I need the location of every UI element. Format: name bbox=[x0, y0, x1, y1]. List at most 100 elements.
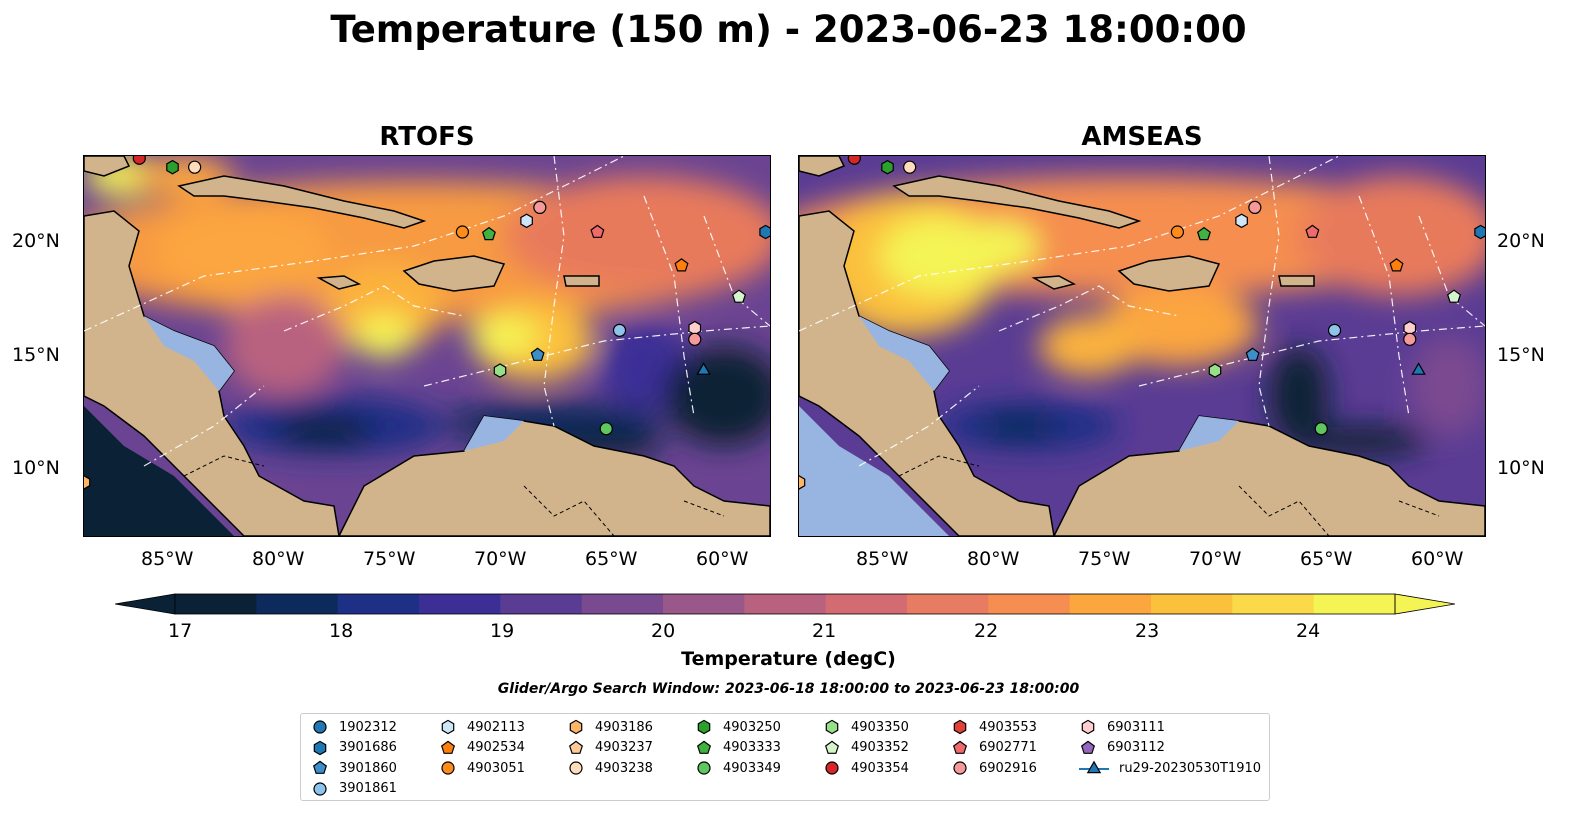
map-rtofs-svg bbox=[84, 156, 770, 536]
circle-marker-icon bbox=[953, 761, 967, 775]
float-marker-3901686-amseas bbox=[1474, 224, 1485, 240]
hexagon-marker-icon bbox=[441, 719, 455, 735]
legend-label: 4903186 bbox=[595, 719, 653, 735]
colorbar-segment bbox=[337, 594, 420, 614]
pentagon-marker-icon bbox=[1080, 740, 1096, 754]
colorbar-segment bbox=[256, 594, 339, 614]
colorbar-extend-high bbox=[1394, 593, 1455, 615]
circle-marker-icon bbox=[569, 761, 583, 775]
colorbar-segment bbox=[175, 594, 257, 614]
legend-item: 4903352 bbox=[823, 739, 909, 757]
pentagon-marker-icon bbox=[696, 740, 712, 754]
legend-label: 6903111 bbox=[1107, 719, 1165, 735]
float-marker-6902916-amseas bbox=[1403, 332, 1417, 346]
float-marker-4903186-amseas bbox=[799, 475, 806, 490]
float-marker-4903238-amseas bbox=[903, 160, 917, 174]
float-marker-4903349-rtofs bbox=[599, 422, 613, 436]
float-marker-6902771-amseas bbox=[1305, 224, 1320, 238]
hexagon-marker-icon bbox=[953, 719, 967, 735]
figure-title: Temperature (150 m) - 2023-06-23 18:00:0… bbox=[330, 8, 1247, 51]
map-panel-amseas bbox=[799, 156, 1485, 536]
lon-label-75w-amseas: 75°W bbox=[1078, 548, 1131, 570]
legend-item: 4902113 bbox=[439, 718, 525, 736]
legend-label: 1902312 bbox=[339, 719, 397, 735]
legend-label: 4903553 bbox=[979, 719, 1037, 735]
map-frame-rtofs bbox=[83, 155, 771, 537]
pentagon-marker-icon bbox=[440, 740, 456, 754]
legend-item: 4903186 bbox=[567, 718, 653, 736]
legend-label: 4903354 bbox=[851, 760, 909, 776]
panel-title-amseas: AMSEAS bbox=[1081, 122, 1203, 152]
legend-label: 4903349 bbox=[723, 760, 781, 776]
float-marker-4902534-rtofs bbox=[674, 258, 689, 272]
circle-marker-icon bbox=[441, 761, 455, 775]
float-marker-ru29-20230530T1910-rtofs bbox=[696, 362, 711, 375]
float-marker-3901860-amseas bbox=[1245, 347, 1260, 361]
legend-item: ru29-20230530T1910 bbox=[1079, 759, 1261, 777]
float-marker-4903352-rtofs bbox=[731, 289, 747, 303]
legend-item: 4903051 bbox=[439, 759, 525, 777]
colorbar-tick-21: 21 bbox=[812, 620, 837, 642]
circle-marker-icon bbox=[697, 761, 711, 775]
float-marker-4902113-rtofs bbox=[520, 213, 533, 229]
map-frame-amseas bbox=[798, 155, 1486, 537]
circle-marker-icon bbox=[825, 761, 839, 775]
legend-item: 6902771 bbox=[951, 739, 1037, 757]
float-marker-3901861-amseas bbox=[1327, 323, 1342, 337]
float-marker-4903238-rtofs bbox=[188, 160, 202, 174]
colorbar-segment bbox=[581, 594, 664, 614]
colorbar-tick-17: 17 bbox=[168, 620, 193, 642]
colorbar-segment bbox=[663, 594, 745, 614]
colorbar-tick-24: 24 bbox=[1296, 620, 1321, 642]
colorbar-tick-20: 20 bbox=[651, 620, 676, 642]
legend-item: 3901686 bbox=[311, 739, 397, 757]
lon-label-85w-rtofs: 85°W bbox=[141, 548, 194, 570]
float-marker-6902771-rtofs bbox=[590, 224, 605, 238]
triangle-marker-icon bbox=[1079, 760, 1109, 774]
colorbar-segment bbox=[1232, 594, 1315, 614]
panel-title-rtofs: RTOFS bbox=[379, 122, 475, 152]
legend-item: 4903333 bbox=[695, 739, 781, 757]
legend-item: 4903238 bbox=[567, 759, 653, 777]
colorbar-segment bbox=[1313, 594, 1396, 614]
circle-marker-icon bbox=[313, 781, 327, 796]
colorbar-segment bbox=[500, 594, 583, 614]
legend-item: 1902312 bbox=[311, 718, 397, 736]
float-marker-6902916-rtofs bbox=[688, 332, 702, 346]
circle-marker-icon bbox=[313, 720, 327, 734]
float-marker-4903349-amseas bbox=[1314, 422, 1328, 436]
colorbar-segment bbox=[988, 594, 1071, 614]
legend-label: 3901861 bbox=[339, 781, 397, 796]
legend-label: 6903112 bbox=[1107, 740, 1165, 755]
map-amseas-svg bbox=[799, 156, 1485, 536]
float-marker-4903333-amseas bbox=[1196, 226, 1211, 241]
float-marker-ru29-20230530T1910-amseas bbox=[1411, 362, 1426, 375]
pentagon-marker-icon bbox=[568, 740, 584, 754]
float-marker-4903186-rtofs bbox=[84, 475, 91, 490]
legend-label: 6902916 bbox=[979, 760, 1037, 776]
colorbar bbox=[115, 593, 1455, 615]
lon-label-85w-amseas: 85°W bbox=[856, 548, 909, 570]
float-marker-3901861-rtofs bbox=[612, 323, 627, 337]
float-marker-4903333-rtofs bbox=[481, 226, 496, 241]
float-marker-4903051-rtofs bbox=[455, 225, 470, 239]
legend-item: 6903111 bbox=[1079, 718, 1165, 736]
lon-label-60w-rtofs: 60°W bbox=[696, 548, 749, 570]
lon-label-70w-amseas: 70°W bbox=[1189, 548, 1242, 570]
colorbar-tick-22: 22 bbox=[974, 620, 999, 642]
hexagon-marker-icon bbox=[825, 719, 839, 735]
float-marker-4903354-amseas bbox=[847, 156, 861, 165]
lat-label-20n-right: 20°N bbox=[1497, 230, 1545, 252]
float-marker-4902534-amseas bbox=[1389, 258, 1404, 272]
colorbar-label: Temperature (degC) bbox=[681, 648, 896, 670]
colorbar-tick-19: 19 bbox=[490, 620, 515, 642]
lon-label-65w-rtofs: 65°W bbox=[585, 548, 638, 570]
legend-item: 4903250 bbox=[695, 718, 781, 736]
pentagon-marker-icon bbox=[952, 740, 968, 754]
colorbar-segment bbox=[744, 594, 827, 614]
lat-label-20n-left: 20°N bbox=[12, 230, 60, 252]
pentagon-marker-icon bbox=[312, 760, 328, 774]
legend-label: 4902534 bbox=[467, 740, 525, 755]
float-marker-4903051-amseas bbox=[1170, 225, 1185, 239]
colorbar-segment bbox=[1069, 594, 1152, 614]
